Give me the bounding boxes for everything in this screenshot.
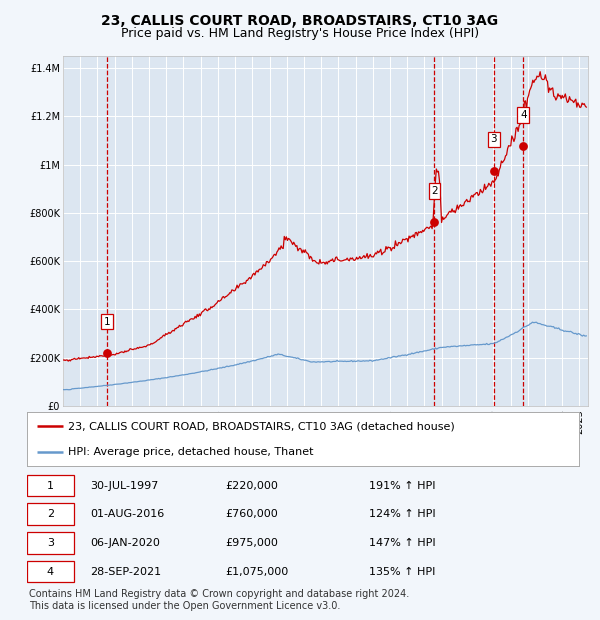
Text: 147% ↑ HPI: 147% ↑ HPI (369, 538, 436, 548)
FancyBboxPatch shape (27, 475, 74, 497)
Text: 01-AUG-2016: 01-AUG-2016 (91, 509, 165, 519)
Text: 2: 2 (47, 509, 54, 519)
Text: 4: 4 (520, 110, 527, 120)
Point (489, 166, 499, 175)
Text: 2: 2 (431, 186, 438, 196)
Text: 23, CALLIS COURT ROAD, BROADSTAIRS, CT10 3AG: 23, CALLIS COURT ROAD, BROADSTAIRS, CT10… (101, 14, 499, 28)
Text: 23, CALLIS COURT ROAD, BROADSTAIRS, CT10 3AG (detached house): 23, CALLIS COURT ROAD, BROADSTAIRS, CT10… (68, 422, 455, 432)
Text: HPI: Average price, detached house, Thanet: HPI: Average price, detached house, Than… (68, 446, 314, 456)
Text: 06-JAN-2020: 06-JAN-2020 (91, 538, 160, 548)
FancyBboxPatch shape (27, 503, 74, 525)
Text: 30-JUL-1997: 30-JUL-1997 (91, 480, 159, 490)
Point (518, 141, 528, 151)
Text: £975,000: £975,000 (226, 538, 278, 548)
Text: 124% ↑ HPI: 124% ↑ HPI (369, 509, 436, 519)
FancyBboxPatch shape (27, 532, 74, 554)
Text: Contains HM Land Registry data © Crown copyright and database right 2024.
This d: Contains HM Land Registry data © Crown c… (29, 589, 409, 611)
Point (430, 218, 439, 228)
Point (103, 348, 112, 358)
Text: 4: 4 (47, 567, 54, 577)
Text: 191% ↑ HPI: 191% ↑ HPI (369, 480, 436, 490)
Text: £760,000: £760,000 (226, 509, 278, 519)
Text: 28-SEP-2021: 28-SEP-2021 (91, 567, 161, 577)
Text: £220,000: £220,000 (226, 480, 278, 490)
Text: 1: 1 (104, 317, 111, 327)
Text: £1,075,000: £1,075,000 (226, 567, 289, 577)
FancyBboxPatch shape (27, 560, 74, 582)
Text: 3: 3 (47, 538, 54, 548)
Text: 135% ↑ HPI: 135% ↑ HPI (369, 567, 436, 577)
Text: Price paid vs. HM Land Registry's House Price Index (HPI): Price paid vs. HM Land Registry's House … (121, 27, 479, 40)
Text: 1: 1 (47, 480, 54, 490)
Text: 3: 3 (490, 134, 497, 144)
